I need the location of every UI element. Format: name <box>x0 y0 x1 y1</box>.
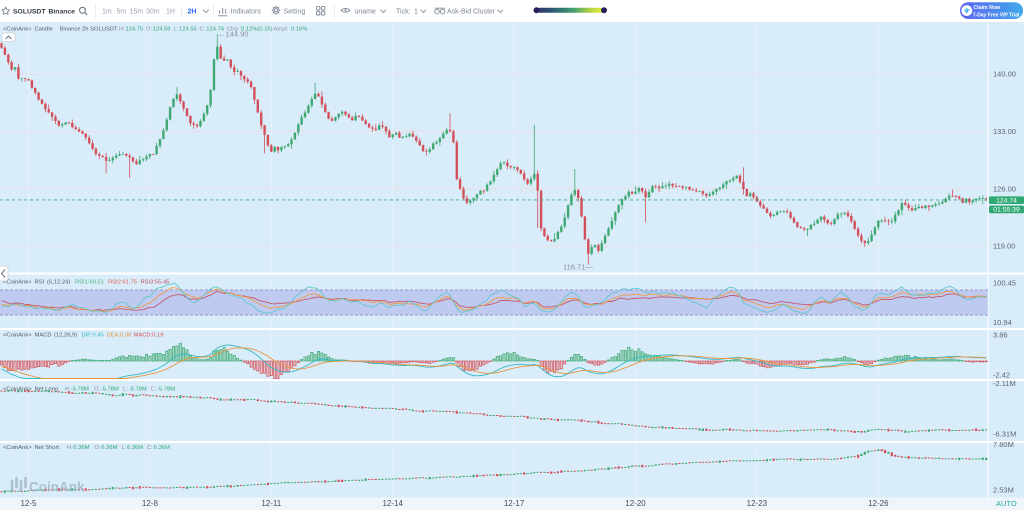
svg-text:6.36M: 6.36M <box>154 445 170 451</box>
svg-text:01:55:39: 01:55:39 <box>993 207 1020 214</box>
svg-text:2.53M: 2.53M <box>993 486 1014 495</box>
svg-text:RSI3:55.45: RSI3:55.45 <box>141 280 170 286</box>
svg-text:<CoinAnk>: <CoinAnk> <box>3 333 32 339</box>
svg-text:7-Day Free VIP Trial: 7-Day Free VIP Trial <box>973 12 1020 18</box>
svg-text:Chg:: Chg: <box>227 26 240 32</box>
svg-text:10.94: 10.94 <box>993 318 1012 327</box>
svg-text:6.36M: 6.36M <box>101 445 117 451</box>
svg-text:124.59: 124.59 <box>153 26 171 32</box>
svg-text:<CoinAnk>: <CoinAnk> <box>3 387 32 393</box>
svg-text:<CoinAnk>: <CoinAnk> <box>3 26 32 32</box>
svg-text:30m: 30m <box>146 8 160 15</box>
svg-text:<CoinAnk>: <CoinAnk> <box>3 280 32 286</box>
svg-text:12-17: 12-17 <box>504 499 525 508</box>
svg-text:DIF:0.45: DIF:0.45 <box>82 333 104 339</box>
svg-text:6.36M: 6.36M <box>73 445 89 451</box>
svg-text:C:: C: <box>200 26 206 32</box>
svg-text:12-23: 12-23 <box>747 499 768 508</box>
svg-text:C:: C: <box>151 387 157 393</box>
svg-text:DEA:0.36: DEA:0.36 <box>107 333 132 339</box>
svg-text:12-8: 12-8 <box>142 499 159 508</box>
svg-text:12-14: 12-14 <box>382 499 403 508</box>
svg-text:1H: 1H <box>166 8 175 15</box>
svg-text:124.55: 124.55 <box>179 26 197 32</box>
svg-text:O:: O: <box>94 387 101 393</box>
svg-text:12-26: 12-26 <box>868 499 889 508</box>
svg-text:0.16%: 0.16% <box>291 26 307 32</box>
svg-text:|: | <box>181 8 183 15</box>
svg-text:-2.11M: -2.11M <box>993 379 1016 388</box>
svg-text:6.36M: 6.36M <box>127 445 143 451</box>
svg-text:H:: H: <box>65 387 71 393</box>
svg-text:RSI: RSI <box>35 280 45 286</box>
svg-text:124.74: 124.74 <box>206 26 225 32</box>
svg-text:Binance: Binance <box>49 9 76 16</box>
svg-text:O:: O: <box>146 26 153 32</box>
svg-text:L:: L: <box>123 387 128 393</box>
svg-text:uname: uname <box>355 8 377 15</box>
svg-text:15m: 15m <box>130 8 144 15</box>
svg-text:12-20: 12-20 <box>625 499 646 508</box>
svg-text:1m: 1m <box>102 8 112 15</box>
svg-text:L:: L: <box>174 26 179 32</box>
svg-text:126.00: 126.00 <box>993 185 1016 194</box>
svg-text:116.71—: 116.71— <box>563 263 593 272</box>
svg-text:140.00: 140.00 <box>993 70 1016 79</box>
svg-text:Net Long: Net Long <box>35 387 59 393</box>
svg-text:H:: H: <box>67 445 73 451</box>
svg-text:2H: 2H <box>188 8 197 15</box>
svg-text:RSI2:61.75: RSI2:61.75 <box>108 280 137 286</box>
svg-text:3.86: 3.86 <box>993 331 1008 340</box>
svg-text:-5.78M: -5.78M <box>129 387 147 393</box>
svg-text:119.00: 119.00 <box>993 241 1015 250</box>
svg-text:124.75: 124.75 <box>126 26 144 32</box>
svg-text:0.12%(0.15): 0.12%(0.15) <box>241 26 273 32</box>
svg-text:1: 1 <box>414 8 418 15</box>
svg-text:5m: 5m <box>117 8 127 15</box>
svg-text:C:: C: <box>147 445 153 451</box>
svg-text:Tick:: Tick: <box>396 8 411 15</box>
svg-text:O:: O: <box>95 445 102 451</box>
svg-text:12-5: 12-5 <box>20 499 37 508</box>
svg-text:AUTO: AUTO <box>996 499 1017 508</box>
svg-text:133.00: 133.00 <box>993 127 1016 136</box>
svg-text:-5.78M: -5.78M <box>71 387 89 393</box>
svg-text:L:: L: <box>122 445 127 451</box>
svg-text:←144.90: ←144.90 <box>218 30 248 39</box>
svg-text:Ask-Bid Cluster: Ask-Bid Cluster <box>447 8 496 15</box>
svg-text:(6,12,24): (6,12,24) <box>47 280 70 286</box>
svg-text:-5.78M: -5.78M <box>101 387 119 393</box>
svg-text:RSI1:69.51: RSI1:69.51 <box>75 280 104 286</box>
svg-text:Claim Now: Claim Now <box>974 5 1001 11</box>
svg-text:(12,26,9): (12,26,9) <box>54 333 77 339</box>
svg-text:-2.42: -2.42 <box>993 371 1010 380</box>
svg-text:Ampl:: Ampl: <box>274 26 289 32</box>
svg-text:12-11: 12-11 <box>261 499 281 508</box>
svg-text:100.45: 100.45 <box>993 279 1016 288</box>
svg-text:H:: H: <box>119 26 125 32</box>
svg-text:MACD:0.19: MACD:0.19 <box>134 333 164 339</box>
svg-text:Candle: Candle <box>35 26 53 32</box>
svg-text:MACD: MACD <box>35 333 52 339</box>
svg-text:7.80M: 7.80M <box>993 440 1014 449</box>
svg-text:Binance 2h SOLUSDT: Binance 2h SOLUSDT <box>60 26 118 32</box>
svg-text:Indicators: Indicators <box>231 8 262 15</box>
svg-text:-5.78M: -5.78M <box>157 387 175 393</box>
svg-text:SOLUSDT: SOLUSDT <box>13 9 46 16</box>
svg-text:Setting: Setting <box>284 8 306 15</box>
svg-text:Net Short: Net Short <box>35 445 60 451</box>
svg-text:-6.31M: -6.31M <box>993 429 1016 438</box>
svg-text:<CoinAnk>: <CoinAnk> <box>3 445 32 451</box>
svg-text:124.74: 124.74 <box>996 198 1017 205</box>
svg-text:CoinAnk: CoinAnk <box>29 480 85 495</box>
